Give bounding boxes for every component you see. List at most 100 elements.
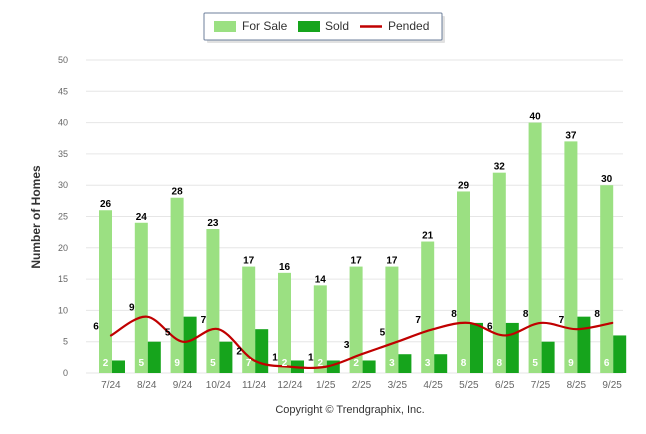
data-label-sold-4-25: 3: [425, 358, 431, 369]
data-label-for-sale-9-25: 30: [601, 174, 613, 185]
data-label-sold-7-25: 5: [532, 358, 538, 369]
data-label-sold-9-25: 6: [604, 358, 610, 369]
data-label-pended-6-25: 6: [487, 321, 493, 332]
y-tick-label: 30: [58, 180, 68, 190]
data-label-sold-3-25: 3: [389, 358, 395, 369]
legend-label-sold: Sold: [325, 19, 349, 33]
y-tick-label: 5: [63, 337, 68, 347]
y-tick-label: 15: [58, 274, 68, 284]
x-tick-label-11-24: 11/24: [242, 380, 267, 391]
bar-for-sale-10-24[interactable]: [206, 229, 220, 373]
x-tick-label-9-24: 9/24: [173, 380, 193, 391]
x-tick-label-1-25: 1/25: [316, 380, 336, 391]
data-label-for-sale-11-24: 17: [243, 256, 255, 267]
y-tick-label: 35: [58, 149, 68, 159]
bar-for-sale-11-24[interactable]: [242, 266, 256, 373]
bar-for-sale-3-25[interactable]: [385, 266, 399, 373]
data-label-for-sale-8-24: 24: [136, 212, 148, 223]
data-label-pended-5-25: 8: [451, 309, 457, 320]
x-tick-label-2-25: 2/25: [352, 380, 372, 391]
bar-sold-3-25[interactable]: [398, 354, 412, 373]
bar-for-sale-9-24[interactable]: [170, 197, 184, 373]
labels-layer: 2622452892351771621421721732132983284053…: [93, 112, 612, 369]
data-label-for-sale-2-25: 17: [351, 256, 363, 267]
data-label-pended-10-24: 7: [201, 315, 207, 326]
data-label-pended-7-24: 6: [93, 321, 99, 332]
x-tick-label-8-24: 8/24: [137, 380, 157, 391]
bar-sold-5-25[interactable]: [470, 322, 483, 373]
legend-box: [203, 12, 443, 41]
data-label-for-sale-10-24: 23: [207, 218, 219, 229]
data-label-pended-8-25: 7: [559, 315, 565, 326]
legend-label-for-sale: For Sale: [242, 19, 288, 33]
y-axis-title: Number of Homes: [29, 165, 43, 269]
y-tick-label: 40: [58, 118, 68, 128]
x-tick-label-7-24: 7/24: [101, 380, 121, 391]
bar-sold-8-25[interactable]: [577, 316, 591, 373]
bar-sold-8-24[interactable]: [147, 341, 161, 373]
x-tick-label-8-25: 8/25: [567, 380, 587, 391]
data-label-sold-12-24: 2: [282, 358, 288, 369]
data-label-for-sale-3-25: 17: [386, 256, 398, 267]
x-tick-label-4-25: 4/25: [423, 380, 443, 391]
data-label-for-sale-1-25: 14: [315, 274, 327, 285]
bars-layer: [99, 122, 627, 373]
bar-sold-9-25[interactable]: [613, 335, 627, 373]
data-label-sold-2-25: 2: [353, 358, 359, 369]
bar-for-sale-7-24[interactable]: [99, 210, 112, 373]
x-tick-label-9-25: 9/25: [602, 380, 622, 391]
legend-item-pended[interactable]: Pended: [360, 19, 429, 33]
data-label-for-sale-8-25: 37: [565, 130, 577, 141]
bar-sold-2-25[interactable]: [362, 360, 376, 373]
data-label-pended-7-25: 8: [523, 309, 529, 320]
bar-for-sale-9-25[interactable]: [600, 185, 614, 373]
data-label-for-sale-5-25: 29: [458, 180, 470, 191]
bar-for-sale-2-25[interactable]: [349, 266, 363, 373]
data-label-pended-4-25: 7: [415, 315, 421, 326]
bar-for-sale-8-24[interactable]: [134, 222, 148, 373]
data-label-pended-9-25: 8: [594, 309, 600, 320]
data-label-sold-7-24: 2: [103, 358, 109, 369]
legend-item-sold[interactable]: Sold: [298, 19, 349, 33]
data-label-for-sale-9-24: 28: [172, 187, 184, 198]
bar-sold-7-25[interactable]: [541, 341, 555, 373]
data-label-for-sale-7-24: 26: [100, 199, 112, 210]
y-tick-label: 0: [63, 368, 68, 378]
y-tick-label: 45: [58, 86, 68, 96]
x-tick-label-5-25: 5/25: [459, 380, 479, 391]
bar-for-sale-6-25[interactable]: [492, 172, 506, 373]
pended-line[interactable]: [109, 315, 614, 370]
bar-for-sale-12-24[interactable]: [278, 272, 291, 373]
bar-for-sale-1-25[interactable]: [313, 285, 327, 373]
y-tick-label: 20: [58, 243, 68, 253]
legend-item-for-sale[interactable]: For Sale: [214, 19, 288, 33]
y-tick-label: 10: [58, 305, 68, 315]
copyright-text: Copyright © Trendgraphix, Inc.: [275, 404, 424, 416]
x-tick-label-3-25: 3/25: [388, 380, 408, 391]
legend-swatch-for-sale: [214, 21, 236, 32]
bar-sold-11-24[interactable]: [255, 329, 269, 373]
data-label-pended-12-24: 1: [272, 353, 278, 364]
bar-sold-7-24[interactable]: [112, 360, 125, 373]
legend: For Sale Sold Pended: [203, 12, 445, 43]
bar-sold-6-25[interactable]: [505, 322, 519, 373]
line-layer: [109, 315, 614, 370]
data-label-sold-8-24: 5: [139, 358, 145, 369]
bar-for-sale-5-25[interactable]: [457, 191, 470, 373]
bar-sold-4-25[interactable]: [434, 354, 448, 373]
bar-for-sale-7-25[interactable]: [528, 122, 542, 373]
y-tick-label: 50: [58, 55, 68, 65]
x-tick-label-12-24: 12/24: [277, 380, 302, 391]
x-tick-label-7-25: 7/25: [531, 380, 551, 391]
bar-sold-9-24[interactable]: [183, 316, 197, 373]
bar-sold-10-24[interactable]: [219, 341, 233, 373]
data-label-pended-11-24: 2: [236, 346, 242, 357]
x-tick-label-10-24: 10/24: [206, 380, 231, 391]
data-label-pended-9-24: 5: [165, 328, 171, 339]
data-label-for-sale-6-25: 32: [494, 162, 506, 173]
data-label-sold-9-24: 9: [174, 358, 180, 369]
bar-for-sale-8-25[interactable]: [564, 141, 578, 373]
bar-for-sale-4-25[interactable]: [421, 241, 435, 373]
